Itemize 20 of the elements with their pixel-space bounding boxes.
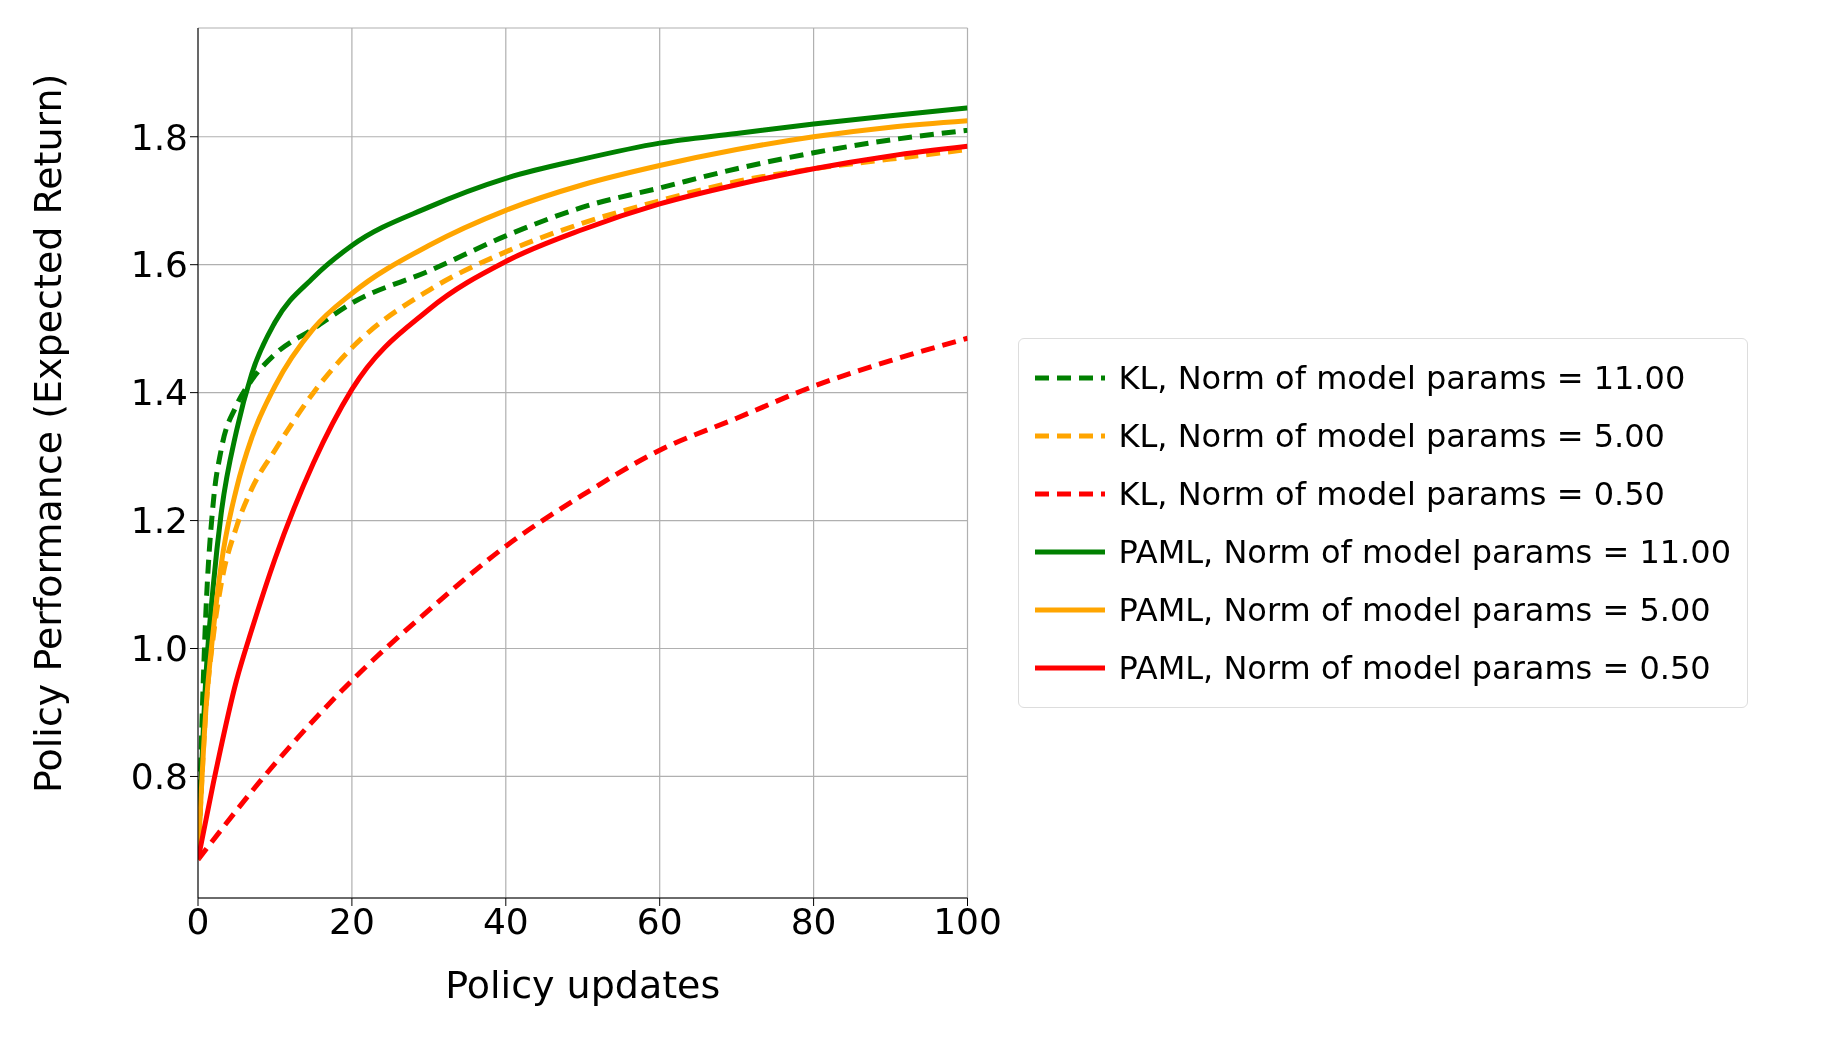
x-tick-label: 20	[328, 900, 375, 942]
y-tick-label: 1.4	[130, 372, 188, 414]
y-tick-label: 1.6	[130, 244, 188, 286]
legend-label: PAML, Norm of model params = 5.00	[1118, 590, 1711, 631]
y-tick-label: 0.8	[130, 756, 188, 798]
x-tick-label: 0	[186, 900, 210, 942]
x-tick-label: 40	[482, 900, 529, 942]
legend-label: KL, Norm of model params = 0.50	[1118, 474, 1665, 515]
legend-label: KL, Norm of model params = 5.00	[1118, 416, 1665, 457]
legend-label: PAML, Norm of model params = 11.00	[1118, 532, 1731, 573]
x-tick-label: 100	[933, 900, 1002, 942]
x-tick-label: 60	[636, 900, 683, 942]
y-tick-label: 1.8	[130, 116, 188, 158]
y-axis-title: Policy Performance (Expected Return)	[26, 73, 71, 793]
x-axis-title: Policy updates	[445, 963, 721, 1007]
legend-label: PAML, Norm of model params = 0.50	[1118, 648, 1711, 689]
legend-label: KL, Norm of model params = 11.00	[1118, 358, 1686, 399]
x-tick-label: 80	[790, 900, 837, 942]
y-tick-label: 1.2	[130, 500, 188, 542]
y-tick-label: 1.0	[130, 628, 188, 670]
